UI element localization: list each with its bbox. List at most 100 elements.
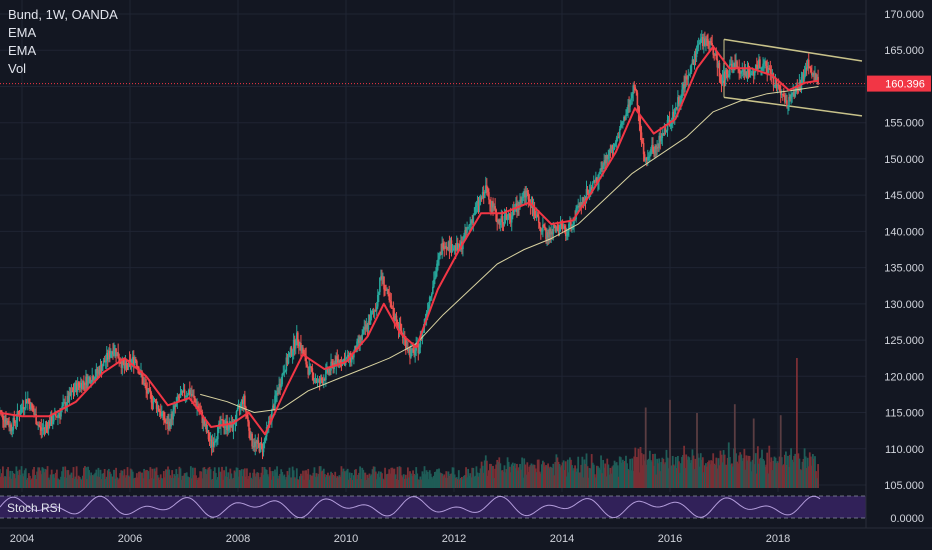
volume-bar — [54, 472, 57, 488]
candle-body — [715, 53, 718, 60]
candle-body — [68, 392, 71, 402]
candle-body — [685, 76, 687, 79]
volume-bar — [402, 474, 405, 488]
candle-body — [501, 215, 504, 223]
legend-vol[interactable]: Vol — [8, 61, 27, 76]
volume-bar — [292, 470, 295, 488]
candle-body — [813, 73, 815, 75]
candle-body — [618, 128, 621, 138]
volume-bar — [97, 467, 100, 488]
time-axis[interactable]: 2004 2006 2008 2010 2012 2014 2016 2018 — [0, 527, 932, 545]
volume-bar — [138, 471, 140, 488]
volume-bar — [417, 479, 420, 488]
volume-bar — [447, 471, 450, 488]
candle-body — [801, 74, 804, 77]
volume-bar — [762, 458, 764, 488]
candle-body — [42, 427, 45, 430]
candle-body — [133, 359, 136, 366]
volume-bar — [511, 462, 514, 488]
price-axis[interactable]: 105.000110.000115.000120.000125.000130.0… — [865, 0, 932, 550]
volume-bar — [527, 471, 530, 488]
candle-body — [753, 70, 756, 76]
candle-body — [534, 215, 537, 218]
candle-body — [468, 225, 470, 227]
volume-bar — [212, 471, 215, 488]
candle-body — [89, 377, 91, 384]
volume-bar — [246, 468, 248, 488]
volume-bar — [772, 460, 775, 488]
candle-body — [356, 341, 358, 352]
candle-body — [7, 420, 9, 425]
volume-bar — [506, 457, 509, 488]
candle-body — [368, 321, 371, 325]
volume-bar — [660, 462, 663, 488]
legend-ema-2[interactable]: EMA — [8, 43, 37, 58]
ema-slow-path — [200, 86, 819, 413]
candle-body — [582, 197, 585, 204]
volume-bar — [275, 472, 277, 488]
volume-bar — [594, 477, 597, 488]
volume-bar — [691, 449, 694, 488]
volume-bar — [287, 475, 290, 488]
volume-bar — [576, 468, 579, 488]
volume-bar — [45, 469, 48, 488]
volume-bar — [554, 461, 557, 488]
volume-bar — [584, 463, 587, 488]
candle-body — [439, 251, 441, 256]
volume-bar — [363, 472, 366, 488]
candle-body — [126, 365, 129, 368]
volume-bar — [605, 476, 608, 488]
candle-body — [756, 64, 758, 66]
channel-lower-line[interactable] — [723, 96, 863, 117]
candle-body — [76, 382, 79, 392]
price-tick-label: 120.000 — [884, 371, 924, 383]
volume-bar — [374, 471, 377, 488]
volume-bar — [433, 472, 436, 488]
volume-bar — [591, 462, 594, 488]
candle-body — [93, 379, 96, 381]
candle-body — [778, 85, 781, 91]
legend-ema-1[interactable]: EMA — [8, 25, 37, 40]
candle-body — [389, 299, 392, 302]
candle-body — [643, 154, 646, 161]
candle-body — [258, 443, 261, 452]
candle-body — [115, 348, 117, 357]
candle-body — [319, 377, 322, 384]
volume-bar — [757, 463, 760, 488]
volume-bar — [132, 478, 135, 488]
volume-bar — [107, 468, 110, 488]
candle-body — [307, 366, 309, 375]
volume-bar — [354, 469, 356, 488]
candle-body — [155, 401, 158, 410]
candle-body — [71, 390, 74, 392]
price-tick-label: 115.000 — [885, 408, 924, 420]
volume-bar — [399, 467, 402, 488]
candle-body — [588, 190, 591, 196]
candle-body — [393, 315, 396, 321]
candle-body — [227, 429, 230, 431]
channel-upper-line[interactable] — [723, 38, 863, 62]
candle-body — [596, 177, 598, 184]
time-tick-label: 2018 — [766, 533, 790, 545]
candle-body — [659, 135, 662, 142]
volume-bar — [501, 470, 504, 488]
candle-body — [280, 384, 282, 388]
candle-body — [331, 361, 333, 363]
candle-body — [679, 101, 681, 104]
price-tick-label: 130.000 — [884, 299, 924, 311]
volume-bar — [217, 467, 220, 488]
candle-body — [314, 379, 317, 381]
time-tick-label: 2004 — [10, 533, 34, 545]
volume-bar — [168, 469, 170, 488]
volume-bar — [333, 476, 336, 488]
volume-bar — [166, 469, 168, 488]
volume-bar — [522, 477, 525, 488]
volume-bar — [198, 477, 201, 488]
candle-body — [731, 63, 733, 70]
legend-title[interactable]: Bund, 1W, OANDA — [8, 7, 118, 22]
candle-body — [626, 112, 628, 115]
candle-body — [369, 314, 372, 325]
volume-bar — [410, 473, 412, 488]
volume-bar — [504, 472, 507, 488]
